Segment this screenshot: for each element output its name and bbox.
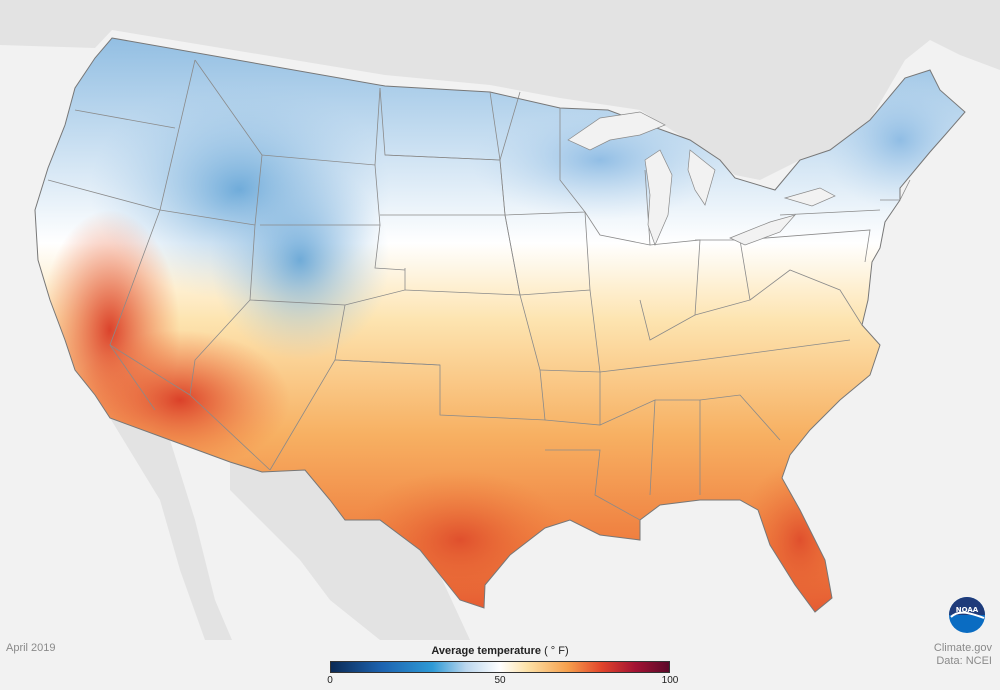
temperature-map (0, 0, 1000, 640)
legend-color-bar (330, 661, 670, 673)
period-label: April 2019 (6, 642, 56, 654)
credits: Climate.gov Data: NCEI (934, 642, 992, 668)
legend-title: Average temperature ( ° F) (330, 645, 670, 657)
legend-title-text: Average temperature (431, 645, 541, 657)
credit-label: Climate.gov (933, 642, 992, 654)
legend-tick-label: 50 (494, 675, 506, 686)
legend-tick-label: 0 (327, 675, 333, 686)
legend-unit: ( ° F) (544, 645, 569, 657)
legend-tick-label: 100 (661, 675, 679, 686)
state-boundaries (34, 37, 966, 613)
noaa-logo: NOAA (949, 597, 985, 633)
surrounding-land (0, 0, 1000, 640)
great-lakes (567, 111, 836, 246)
noaa-logo-text: NOAA (956, 606, 979, 614)
source-label: Data: NCEI (936, 655, 992, 667)
